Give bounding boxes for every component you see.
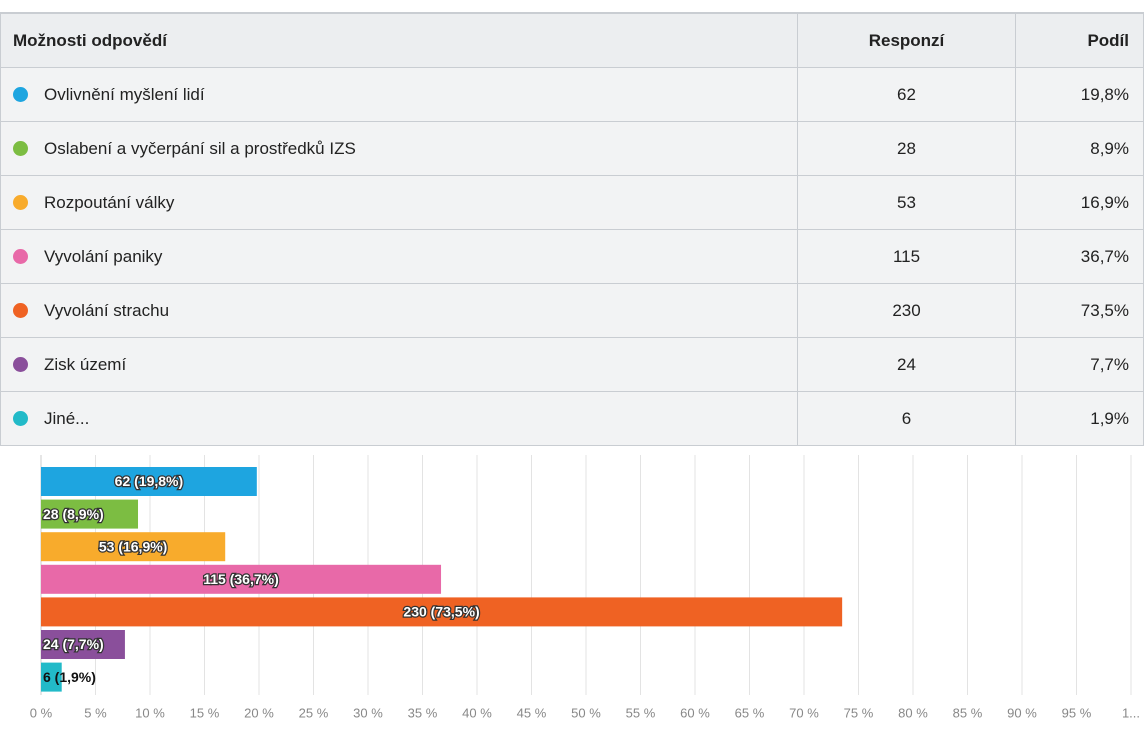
x-tick-label: 60 % <box>680 705 710 720</box>
option-cell: Oslabení a vyčerpání sil a prostředků IZ… <box>0 121 798 176</box>
results-table: Možnosti odpovědí Responzí Podíl Ovlivně… <box>0 12 1144 446</box>
option-label: Vyvolání paniky <box>44 246 163 266</box>
table-body: Ovlivnění myšlení lidí 62 19,8% Oslabení a … <box>0 67 1144 446</box>
share-cell: 16,9% <box>1015 175 1144 230</box>
option-cell: Rozpoutání války <box>0 175 798 230</box>
share-cell: 73,5% <box>1015 283 1144 338</box>
share-cell: 7,7% <box>1015 337 1144 392</box>
table-row: Vyvolání strachu 230 73,5% <box>0 283 1144 338</box>
count-cell: 53 <box>797 175 1016 230</box>
legend-dot <box>13 248 28 264</box>
legend-dot <box>13 302 28 318</box>
option-label: Rozpoutání války <box>44 192 175 212</box>
legend-dot <box>13 86 28 102</box>
share-cell: 19,8% <box>1015 67 1144 122</box>
table-row: Ovlivnění myšlení lidí 62 19,8% <box>0 67 1144 122</box>
header-cell: Možnosti odpovědí <box>0 12 798 68</box>
table-row: Vyvolání paniky 115 36,7% <box>0 229 1144 284</box>
option-cell: Vyvolání paniky <box>0 229 798 284</box>
x-tick-label: 40 % <box>462 705 492 720</box>
table-row: Rozpoutání války 53 16,9% <box>0 175 1144 230</box>
x-tick-label: 45 % <box>517 705 547 720</box>
x-tick-label: 65 % <box>735 705 765 720</box>
x-tick-label: 70 % <box>789 705 819 720</box>
option-label: Ovlivnění myšlení lidí <box>44 84 205 104</box>
x-tick-label: 25 % <box>299 705 329 720</box>
data-label: 24 (7,7%) <box>43 636 104 652</box>
bar <box>41 662 62 692</box>
x-tick-label: 1... <box>1122 705 1140 720</box>
bar <box>41 564 442 594</box>
x-tick-label: 95 % <box>1062 705 1092 720</box>
x-tick-label: 5 % <box>84 705 107 720</box>
table-row: Zisk území 24 7,7% <box>0 337 1144 392</box>
count-cell: 115 <box>797 229 1016 284</box>
x-tick-label: 55 % <box>626 705 656 720</box>
data-label: 28 (8,9%) <box>43 506 104 522</box>
option-label: Oslabení a vyčerpání sil a prostředků IZ… <box>44 138 356 158</box>
x-tick-label: 75 % <box>844 705 874 720</box>
x-tick-label: 10 % <box>135 705 165 720</box>
data-label: 230 (73,5%) <box>403 604 479 620</box>
option-cell: Vyvolání strachu <box>0 283 798 338</box>
x-tick-label: 20 % <box>244 705 274 720</box>
bar <box>41 532 226 562</box>
table-row: Oslabení a vyčerpání sil a prostředků IZ… <box>0 121 1144 176</box>
share-cell: 36,7% <box>1015 229 1144 284</box>
legend-dot <box>13 410 28 426</box>
count-cell: 28 <box>797 121 1016 176</box>
table-row: Jiné... 6 1,9% <box>0 391 1144 446</box>
data-label: 53 (16,9%) <box>99 538 167 554</box>
legend-dot <box>13 356 28 372</box>
x-tick-label: 35 % <box>408 705 438 720</box>
bar <box>41 467 257 496</box>
share-cell: 1,9% <box>1015 391 1144 446</box>
count-cell: 62 <box>797 67 1016 122</box>
x-tick-label: 80 % <box>898 705 928 720</box>
header-cell: Responzí <box>797 12 1016 68</box>
header-row: Možnosti odpovědí Responzí Podíl <box>0 12 1144 68</box>
bar <box>41 499 139 529</box>
option-cell: Zisk území <box>0 337 798 392</box>
legend-dot <box>13 194 28 210</box>
x-tick-label: 15 % <box>190 705 220 720</box>
option-cell: Jiné... <box>0 391 798 446</box>
count-cell: 24 <box>797 337 1016 392</box>
count-cell: 230 <box>797 283 1016 338</box>
data-label: 62 (19,8%) <box>115 473 183 489</box>
x-tick-label: 50 % <box>571 705 601 720</box>
data-label: 6 (1,9%) <box>43 669 96 685</box>
x-tick-label: 90 % <box>1007 705 1037 720</box>
x-tick-label: 0 % <box>30 705 53 720</box>
legend-dot <box>13 140 28 156</box>
option-label: Jiné... <box>44 408 90 428</box>
bar <box>41 630 125 659</box>
option-cell: Ovlivnění myšlení lidí <box>0 67 798 122</box>
data-label: 115 (36,7%) <box>203 571 279 587</box>
bar <box>41 597 843 627</box>
share-cell: 8,9% <box>1015 121 1144 176</box>
option-label: Vyvolání strachu <box>44 300 170 320</box>
x-tick-label: 85 % <box>953 705 983 720</box>
x-tick-label: 30 % <box>353 705 383 720</box>
option-label: Zisk území <box>44 354 127 374</box>
count-cell: 6 <box>797 391 1016 446</box>
header-cell: Podíl <box>1015 12 1144 68</box>
chart: 0 % 5 % 10 % 15 % 20 % 25 % 30 % 35 % 40 % 45 % 50… <box>30 455 1140 720</box>
